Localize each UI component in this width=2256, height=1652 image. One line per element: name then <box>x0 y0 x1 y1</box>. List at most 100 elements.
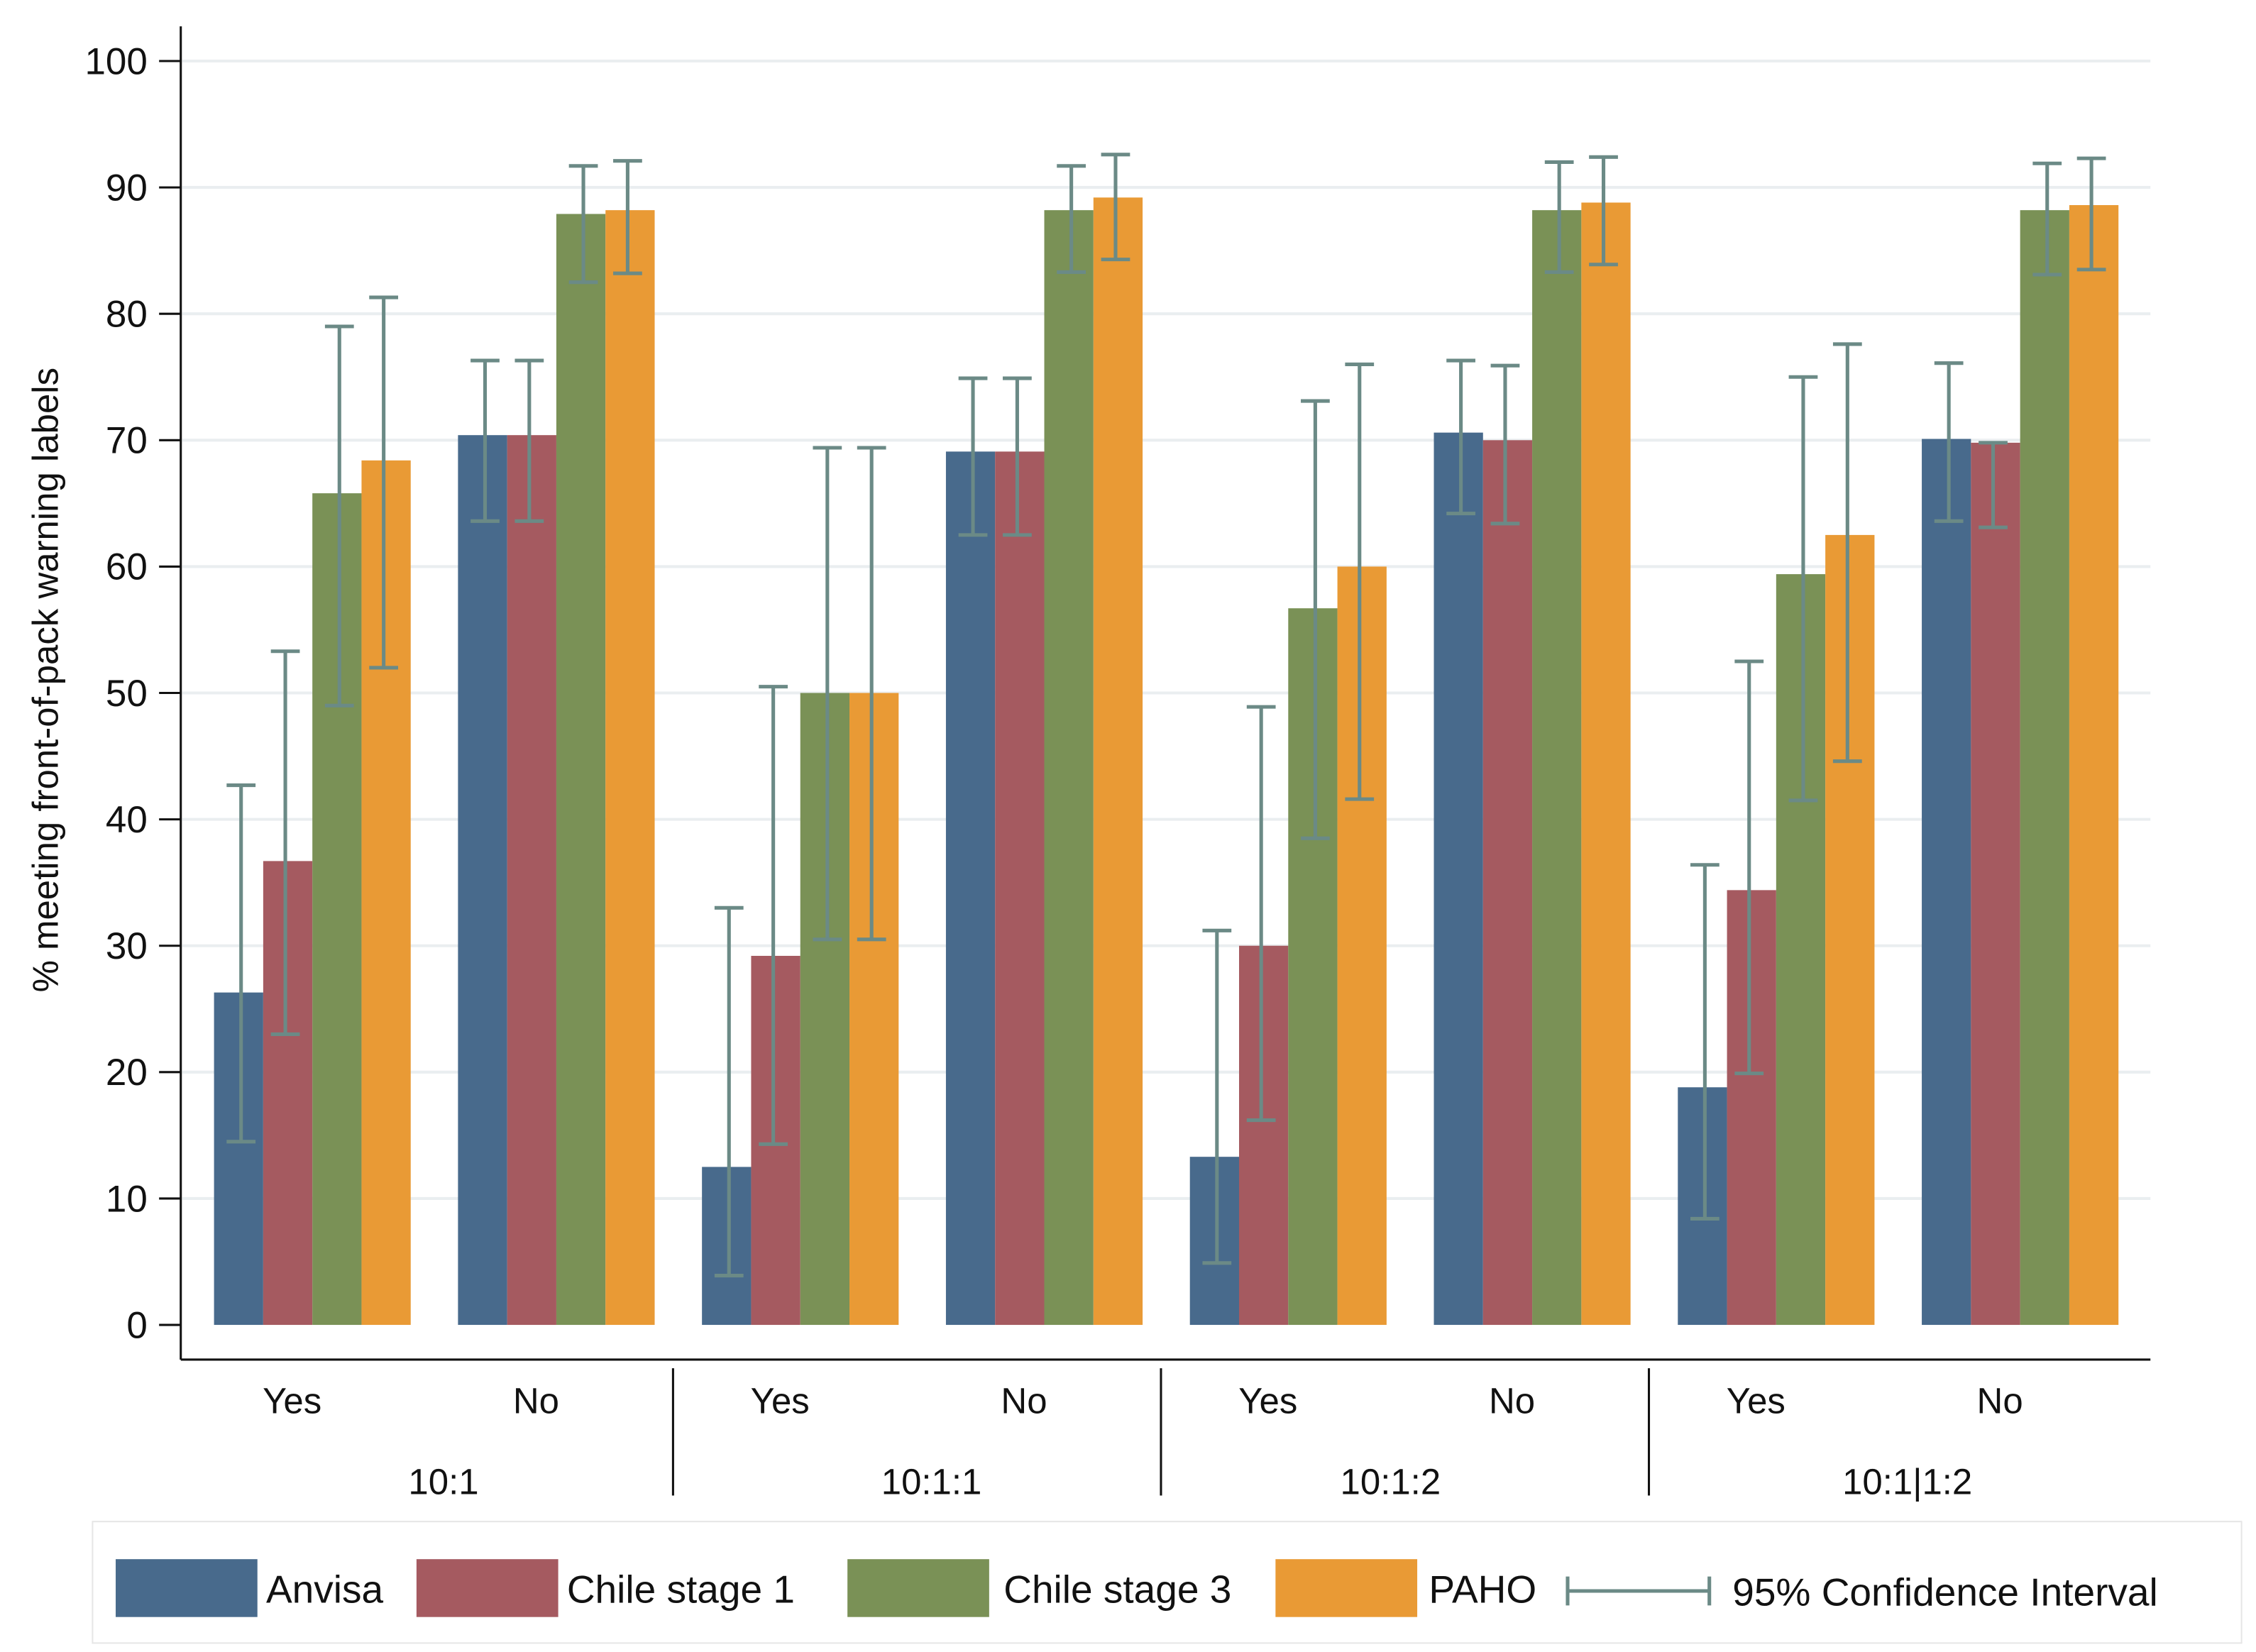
x-subcategory-label: Yes <box>1727 1380 1785 1421</box>
error-bar <box>1301 399 1330 840</box>
error-bar <box>2032 161 2062 277</box>
bar-chile-stage-3 <box>800 693 850 1326</box>
bar-chile-stage-3 <box>1532 210 1582 1326</box>
bar-paho <box>849 693 899 1326</box>
bar-anvisa <box>1434 432 1483 1326</box>
error-bar <box>1490 363 1520 526</box>
error-bar <box>369 295 399 670</box>
bar-paho <box>1337 566 1387 1326</box>
bar-chile-stage-1 <box>1971 442 2020 1326</box>
legend-label: PAHO <box>1429 1567 1536 1611</box>
x-group-label: 10:1:1 <box>881 1461 982 1502</box>
bar-anvisa <box>945 451 996 1326</box>
error-bar <box>471 358 500 523</box>
error-bar <box>1734 659 1764 1076</box>
y-tick-label: 40 <box>106 799 148 841</box>
bars <box>214 197 2119 1326</box>
bar-chile-stage-1 <box>1727 890 1776 1326</box>
legend-label: Chile stage 3 <box>1003 1567 1231 1611</box>
error-bar <box>270 649 300 1036</box>
error-bar <box>714 905 744 1278</box>
error-bars <box>226 153 2106 1278</box>
x-subcategory-label: No <box>1977 1380 2023 1421</box>
error-bar <box>1101 153 1130 262</box>
y-tick-label: 0 <box>126 1304 147 1346</box>
error-bar <box>515 358 544 523</box>
bar-chile-stage-1 <box>263 861 313 1326</box>
bar-anvisa <box>1189 1157 1240 1326</box>
error-bar <box>1788 375 1818 803</box>
x-group-label: 10:1|1:2 <box>1842 1461 1972 1502</box>
bar-paho <box>605 210 655 1326</box>
legend-label: Chile stage 1 <box>567 1567 795 1611</box>
bar-chile-stage-3 <box>1776 574 1826 1326</box>
error-bar <box>226 783 256 1144</box>
x-subcategory-label: Yes <box>263 1380 321 1421</box>
error-bar <box>1057 164 1086 274</box>
x-subcategory-label: No <box>1489 1380 1535 1421</box>
x-subcategory-label: No <box>513 1380 559 1421</box>
error-bar <box>1979 441 2008 529</box>
x-group-label: 10:1 <box>408 1461 478 1502</box>
error-bar <box>958 376 988 537</box>
y-tick-label: 100 <box>84 40 147 82</box>
legend-border <box>92 1521 2243 1644</box>
bar-chile-stage-1 <box>1482 440 1533 1326</box>
legend-swatch-anvisa <box>116 1559 258 1617</box>
bar-paho <box>1581 202 1631 1326</box>
y-ticks: 0 10 20 30 40 50 60 70 80 90 100 <box>84 40 181 1346</box>
legend-swatch-chile-stage-1 <box>416 1559 559 1617</box>
bar-paho <box>1093 197 1143 1326</box>
error-bar <box>759 685 788 1146</box>
y-tick-label: 30 <box>106 925 148 967</box>
bar-anvisa <box>458 435 507 1326</box>
y-tick-label: 80 <box>106 294 148 336</box>
legend: Anvisa Chile stage 1 Chile stage 3 PAHO 95% … <box>92 1521 2243 1644</box>
bar-chile-stage-1 <box>751 955 800 1326</box>
error-bar <box>568 164 598 285</box>
bar-chile-stage-3 <box>1044 210 1094 1326</box>
error-bar <box>324 324 354 707</box>
error-bar <box>1589 155 1618 267</box>
bar-chile-stage-3 <box>556 214 606 1326</box>
error-bar <box>1544 160 1574 274</box>
y-tick-label: 20 <box>106 1052 148 1094</box>
x-subcategory-label: Yes <box>1238 1380 1297 1421</box>
x-group-label: 10:1:2 <box>1341 1461 1441 1502</box>
y-tick-label: 90 <box>106 167 148 209</box>
legend-swatch-chile-stage-3 <box>847 1559 989 1617</box>
bar-anvisa <box>1678 1087 1727 1326</box>
bar-chile-stage-3 <box>2020 210 2069 1326</box>
error-bar <box>1832 342 1862 764</box>
y-tick-label: 70 <box>106 420 148 462</box>
bar-anvisa <box>702 1167 752 1326</box>
error-bar <box>1934 361 1964 523</box>
bar-chile-stage-1 <box>995 451 1045 1326</box>
legend-swatch-paho <box>1275 1559 1418 1617</box>
bar-paho <box>2069 205 2119 1326</box>
error-bar <box>1446 358 1475 516</box>
x-subcategory-label: No <box>1001 1380 1047 1421</box>
error-bar <box>1003 376 1032 537</box>
y-tick-label: 50 <box>106 673 148 715</box>
x-subcategory-label: Yes <box>751 1380 810 1421</box>
bar-chile-stage-3 <box>1288 608 1338 1326</box>
error-bar <box>1690 863 1719 1221</box>
y-axis-label: % meeting front-of-pack warning labels <box>26 368 66 993</box>
legend-label: 95% Confidence Interval <box>1732 1570 2157 1614</box>
bar-chile-stage-3 <box>312 493 362 1326</box>
y-tick-label: 10 <box>106 1178 148 1220</box>
legend-label: Anvisa <box>266 1567 384 1611</box>
error-bar <box>613 159 642 275</box>
bar-paho <box>361 460 411 1326</box>
error-bar <box>1246 705 1276 1123</box>
y-tick-label: 60 <box>106 546 148 588</box>
bar-paho <box>1825 534 1875 1326</box>
error-bar <box>813 446 842 942</box>
bar-chile-stage-1 <box>1239 945 1289 1326</box>
bar-anvisa <box>1922 439 1971 1326</box>
bar-anvisa <box>214 992 263 1326</box>
bar-chile-stage-1 <box>507 435 556 1326</box>
